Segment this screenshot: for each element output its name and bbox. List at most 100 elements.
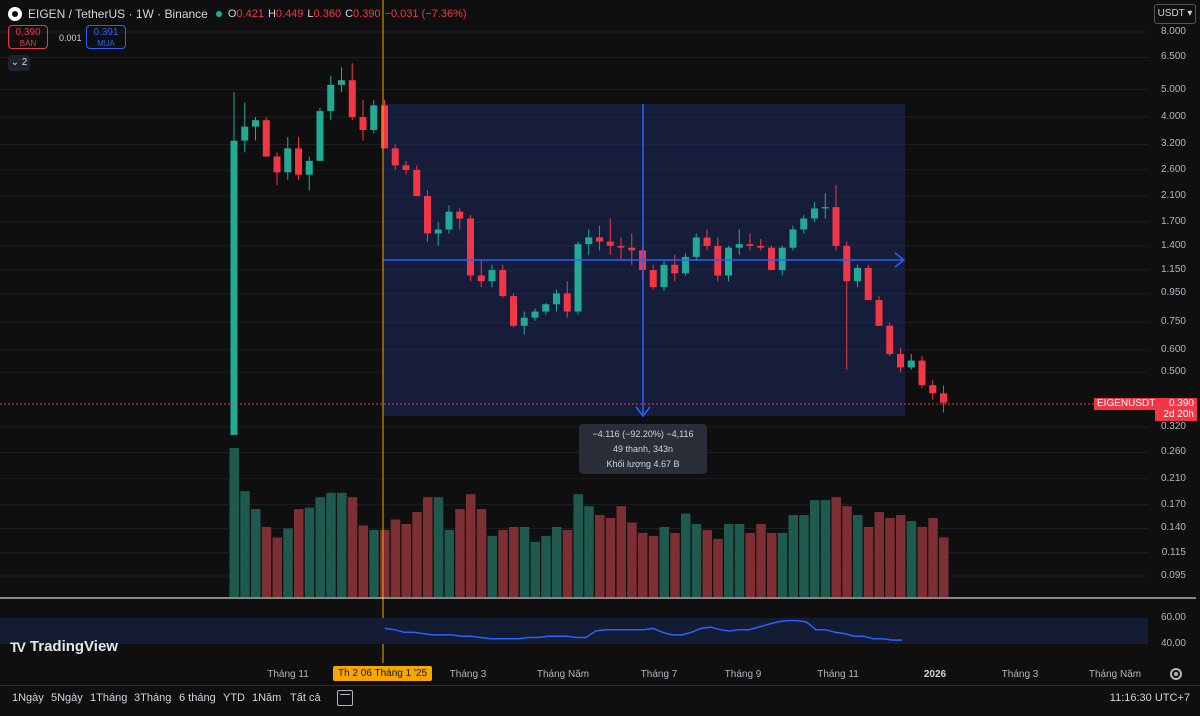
price-tick-label-16: 0.210 xyxy=(1160,472,1186,484)
range-button-0[interactable]: 1Ngày xyxy=(12,692,44,704)
price-tick-label-2: 5.000 xyxy=(1160,83,1186,95)
volume-bar-28 xyxy=(530,541,540,597)
measure-right-arrow-icon xyxy=(894,252,906,268)
bar-countdown: 2d 20h xyxy=(1155,409,1197,421)
measure-tool[interactable] xyxy=(383,104,906,418)
clock-timezone[interactable]: 11:16:30 UTC+7 xyxy=(1109,692,1190,704)
volume-bar-42 xyxy=(681,513,691,597)
sell-label: BÁN xyxy=(19,39,37,48)
volume-bar-14 xyxy=(380,529,390,597)
volume-bar-31 xyxy=(562,529,573,597)
price-tick-label-6: 2.100 xyxy=(1160,190,1186,202)
measure-down-arrow-icon xyxy=(635,406,651,418)
ohlc-high: H0.449 xyxy=(267,8,304,20)
volume-bar-58 xyxy=(853,515,863,597)
settings-gear-icon[interactable] xyxy=(1170,668,1182,680)
symbol-title[interactable]: EIGEN / TetherUS · 1W · Binance xyxy=(28,7,208,21)
volume-bar-46 xyxy=(724,523,734,597)
indicators-collapse-button[interactable]: ⌄ 2 xyxy=(8,55,30,71)
buy-price: 0.391 xyxy=(93,27,119,38)
volume-bar-62 xyxy=(896,515,906,597)
candle-body-32 xyxy=(574,244,582,312)
candle-body-30 xyxy=(553,293,560,305)
rsi-line xyxy=(384,619,902,641)
price-tick-label-5: 2.600 xyxy=(1160,163,1186,175)
candle-body-4 xyxy=(273,156,281,173)
volume-bar-59 xyxy=(863,526,874,597)
range-button-1[interactable]: 5Ngày xyxy=(51,692,83,704)
tradingview-logo[interactable]: TV TradingView xyxy=(10,638,118,655)
volume-bar-55 xyxy=(820,500,831,597)
volume-bar-36 xyxy=(616,506,626,597)
candle-body-56 xyxy=(832,207,840,246)
candle-body-34 xyxy=(596,237,603,242)
volume-bar-43 xyxy=(691,523,702,597)
tradingview-logo-icon: TV xyxy=(10,638,26,655)
range-button-5[interactable]: YTD xyxy=(223,692,245,704)
volume-bar-9 xyxy=(326,492,336,597)
ohlc-change: −0.031 (−7.36%) xyxy=(384,8,467,20)
candle-body-55 xyxy=(821,207,829,209)
price-tick-label-0: 8.000 xyxy=(1160,26,1186,37)
volume-bar-17 xyxy=(412,512,422,597)
range-button-6[interactable]: 1Năm xyxy=(252,692,282,704)
volume-bar-26 xyxy=(509,526,519,597)
volume-bar-19 xyxy=(433,497,444,597)
candle-body-11 xyxy=(348,80,356,118)
range-button-3[interactable]: 3Tháng xyxy=(134,692,172,704)
volume-bar-8 xyxy=(315,497,325,597)
volume-bar-32 xyxy=(573,494,583,597)
volume-bar-60 xyxy=(874,512,884,597)
volume-bar-30 xyxy=(552,526,562,597)
volume-bar-47 xyxy=(734,523,745,597)
candle-body-65 xyxy=(929,385,937,394)
time-tick-label-1: Tháng 3 xyxy=(449,669,487,680)
currency-select[interactable]: USDT ▾ xyxy=(1154,4,1196,24)
candle-body-16 xyxy=(402,165,410,170)
candle-body-2 xyxy=(252,120,259,127)
price-tick-label-9: 1.150 xyxy=(1160,264,1186,276)
candle-body-54 xyxy=(811,208,818,219)
candle-body-47 xyxy=(735,244,743,248)
volume-bar-50 xyxy=(767,532,777,597)
candle-body-21 xyxy=(456,211,464,219)
candle-body-15 xyxy=(391,148,399,166)
spread-value: 0.001 xyxy=(59,33,82,43)
range-button-4[interactable]: 6 tháng xyxy=(179,692,216,704)
volume-bar-16 xyxy=(401,523,411,597)
brand-name: TradingView xyxy=(29,638,118,655)
symbol-header[interactable]: EIGEN / TetherUS · 1W · Binance O0.421 H… xyxy=(8,6,471,22)
volume-bar-61 xyxy=(885,518,895,597)
buy-button[interactable]: 0.391 MUA xyxy=(86,25,126,49)
volume-bar-51 xyxy=(777,532,788,597)
volume-bar-27 xyxy=(519,526,530,597)
last-price-tag: 0.390 xyxy=(1155,398,1197,410)
candle-body-10 xyxy=(338,80,345,85)
time-tick-label-2: Tháng Năm xyxy=(536,669,590,680)
time-tick-label-3: Tháng 7 xyxy=(640,669,678,680)
candle-body-58 xyxy=(854,267,861,282)
measure-info-box: −4.116 (−92.20%) −4,116 49 thanh, 343n K… xyxy=(579,424,707,474)
candle-body-28 xyxy=(531,311,539,318)
range-button-2[interactable]: 1Tháng xyxy=(90,692,128,704)
candlesticks xyxy=(230,63,947,435)
volume-bar-10 xyxy=(337,492,347,597)
candle-body-26 xyxy=(510,296,517,326)
candle-body-48 xyxy=(746,244,754,246)
sell-button[interactable]: 0.390 BÁN xyxy=(8,25,48,49)
volume-bar-38 xyxy=(638,532,648,597)
volume-bar-2 xyxy=(251,509,261,597)
candle-body-19 xyxy=(434,229,442,234)
currency-select-label: USDT xyxy=(1157,8,1185,19)
candle-body-31 xyxy=(563,293,571,312)
candle-body-3 xyxy=(262,120,270,157)
candle-body-18 xyxy=(424,196,431,234)
candle-body-39 xyxy=(649,270,657,288)
calendar-icon[interactable] xyxy=(337,690,353,706)
time-tick-label-0: Tháng 11 xyxy=(267,669,309,680)
volume-bar-7 xyxy=(304,507,315,597)
eigen-logo-icon xyxy=(8,7,22,21)
range-button-7[interactable]: Tất cả xyxy=(290,692,321,704)
price-tick-label-1: 6.500 xyxy=(1160,51,1186,63)
